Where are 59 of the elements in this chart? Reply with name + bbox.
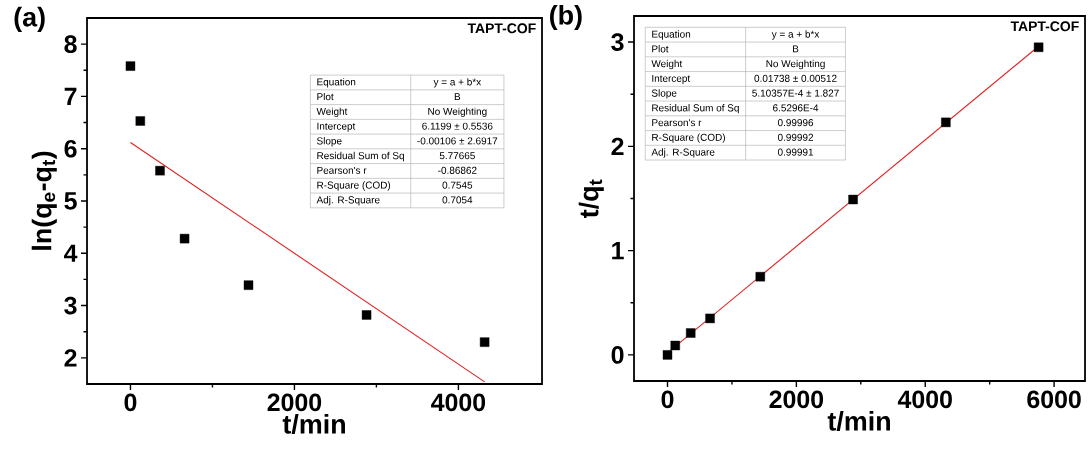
y-tick-label: 2	[64, 349, 77, 367]
y-tick-label: 1	[612, 242, 624, 260]
point	[705, 313, 715, 324]
annotation: 0.99992	[777, 133, 814, 141]
annotation: Equation	[652, 30, 691, 40]
point	[243, 280, 254, 290]
point	[941, 117, 951, 128]
x-tick-label: 2000	[769, 390, 824, 409]
x-tick-label: 2000	[267, 393, 322, 412]
point	[686, 328, 696, 338]
annotation: 0.01738 ± 0.00512	[754, 74, 837, 82]
x-tick-label: 4000	[431, 393, 486, 412]
chart-title: (a)	[14, 6, 45, 32]
annotation: Pearson's r	[652, 119, 702, 127]
annotation: TAPT-COF	[467, 23, 536, 34]
point	[361, 310, 372, 320]
annotation: 0.99991	[777, 148, 814, 156]
point	[670, 340, 680, 351]
point	[135, 116, 145, 126]
annotation: TAPT-COF	[1010, 21, 1079, 32]
annotation: Intercept	[652, 74, 691, 84]
annotation: 6.5296E-4	[773, 104, 819, 112]
point	[155, 165, 165, 176]
x-tick-label: 0	[124, 393, 137, 412]
annotation: Adj. R-Square	[651, 148, 715, 158]
y-axis-title: t/q$_{t}$	[578, 179, 604, 218]
x-axis-title: t/min	[827, 410, 890, 431]
annotation: Weight	[651, 59, 683, 70]
annotation: No Weighting	[766, 59, 825, 70]
x-axis-title: t/min	[282, 413, 345, 434]
y-tick-label: 5	[64, 192, 77, 210]
annotation: B	[793, 45, 799, 53]
y-tick-label: 3	[611, 33, 624, 51]
x-tick-label: 6000	[1027, 390, 1081, 409]
annotation: Plot	[652, 45, 669, 53]
y-tick-label: 3	[64, 296, 77, 315]
y-tick-label: 6	[64, 139, 77, 158]
annotation: 0.99996	[777, 119, 814, 127]
y-axis-title: ln(q$_{e}$-q$_{t}$)	[31, 151, 57, 250]
x-tick-label: 0	[661, 390, 674, 409]
y-tick-label: 8	[64, 35, 77, 53]
annotation: Slope	[651, 89, 677, 99]
annotation: R-Square (COD)	[652, 133, 725, 143]
y-tick-label: 2	[611, 137, 624, 156]
y-tick-label: 7	[64, 87, 77, 105]
y-tick-label: 4	[64, 244, 78, 262]
point	[125, 61, 136, 71]
point	[1033, 42, 1044, 52]
point	[479, 337, 490, 347]
chart-title: (b)	[550, 4, 582, 30]
annotation: 5.10357E-4 ± 1.827	[752, 89, 839, 97]
point	[179, 233, 190, 244]
x-tick-label: 4000	[897, 390, 952, 409]
point	[848, 194, 858, 205]
y-tick-label: 0	[611, 346, 624, 364]
annotation: y = a + b*x	[771, 30, 820, 40]
point	[662, 350, 673, 360]
point	[755, 272, 765, 282]
annotation: Residual Sum of Sq	[652, 104, 739, 114]
